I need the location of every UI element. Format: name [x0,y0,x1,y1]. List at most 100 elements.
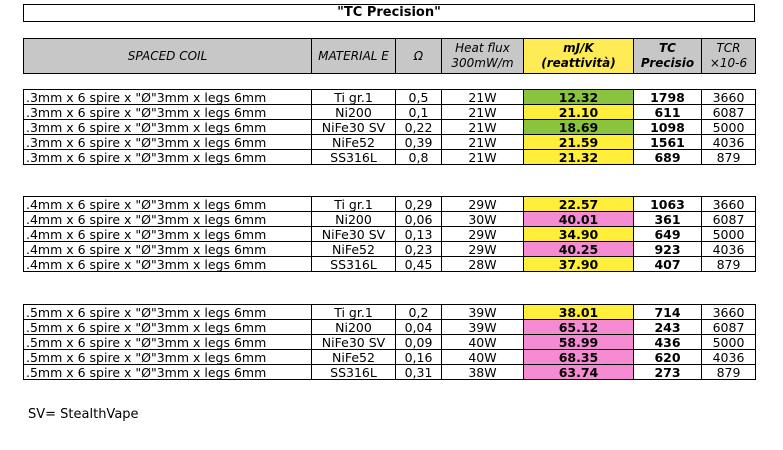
material-cell: NiFe30 SV [311,226,396,242]
tc-precision-cell: 1561 [633,134,702,150]
ohm-cell: 0,31 [395,364,442,380]
mjk-cell: 40.01 [523,211,634,227]
tc-precision-cell: 1798 [633,89,702,105]
heat-flux-cell: 21W [441,89,524,105]
tc-precision-cell: 923 [633,241,702,257]
material-cell: Ti gr.1 [311,89,396,105]
ohm-cell: 0,5 [395,89,442,105]
material-cell: NiFe52 [311,134,396,150]
coil-cell: .5mm x 6 spire x "Ø"3mm x legs 6mm [23,364,312,380]
ohm-cell: 0,09 [395,334,442,350]
heat-flux-cell: 21W [441,149,524,165]
heat-flux-cell: 21W [441,119,524,135]
mjk-cell: 22.57 [523,196,634,212]
ohm-cell: 0,1 [395,104,442,120]
ohm-cell: 0,06 [395,211,442,227]
header-spaced-coil: SPACED COIL [23,38,312,74]
table-row: .3mm x 6 spire x "Ø"3mm x legs 6mm SS316L… [23,149,756,165]
header-heat-flux: Heat flux 300mW/m [441,38,524,74]
table-row: .4mm x 6 spire x "Ø"3mm x legs 6mm SS316L… [23,256,756,272]
mjk-cell: 21.10 [523,104,634,120]
mjk-cell: 68.35 [523,349,634,365]
sheet-title: "TC Precision" [23,4,755,22]
heat-flux-cell: 39W [441,304,524,320]
tcr-cell: 5000 [701,334,756,350]
ohm-cell: 0,45 [395,256,442,272]
coil-cell: .5mm x 6 spire x "Ø"3mm x legs 6mm [23,349,312,365]
ohm-cell: 0,29 [395,196,442,212]
material-cell: Ni200 [311,319,396,335]
tcr-cell: 5000 [701,226,756,242]
table-row: .4mm x 6 spire x "Ø"3mm x legs 6mm NiFe52… [23,241,756,257]
ohm-cell: 0,16 [395,349,442,365]
coil-cell: .3mm x 6 spire x "Ø"3mm x legs 6mm [23,104,312,120]
table-row: .5mm x 6 spire x "Ø"3mm x legs 6mm SS316L… [23,364,756,380]
heat-flux-cell: 38W [441,364,524,380]
tcr-cell: 5000 [701,119,756,135]
group-table: .4mm x 6 spire x "Ø"3mm x legs 6mm Ti gr.… [23,196,756,272]
ohm-cell: 0,39 [395,134,442,150]
table-row: .5mm x 6 spire x "Ø"3mm x legs 6mm NiFe30… [23,334,756,350]
group-table: .5mm x 6 spire x "Ø"3mm x legs 6mm Ti gr.… [23,304,756,380]
tc-precision-cell: 689 [633,149,702,165]
ohm-cell: 0,8 [395,149,442,165]
tcr-cell: 3660 [701,304,756,320]
material-cell: NiFe30 SV [311,119,396,135]
heat-flux-cell: 39W [441,319,524,335]
coil-cell: .4mm x 6 spire x "Ø"3mm x legs 6mm [23,241,312,257]
tcr-cell: 879 [701,256,756,272]
coil-cell: .5mm x 6 spire x "Ø"3mm x legs 6mm [23,304,312,320]
table-row: .5mm x 6 spire x "Ø"3mm x legs 6mm Ni200 0… [23,319,756,335]
coil-cell: .3mm x 6 spire x "Ø"3mm x legs 6mm [23,119,312,135]
mjk-cell: 34.90 [523,226,634,242]
heat-flux-cell: 30W [441,211,524,227]
table-row: .5mm x 6 spire x "Ø"3mm x legs 6mm NiFe52… [23,349,756,365]
tc-precision-cell: 1063 [633,196,702,212]
header-table: SPACED COIL MATERIAL E Ω Heat flux 300mW… [23,38,756,74]
tcr-cell: 6087 [701,211,756,227]
ohm-cell: 0,22 [395,119,442,135]
tcr-cell: 3660 [701,89,756,105]
tc-precision-cell: 649 [633,226,702,242]
ohm-cell: 0,2 [395,304,442,320]
table-row: .3mm x 6 spire x "Ø"3mm x legs 6mm NiFe30… [23,119,756,135]
material-cell: NiFe52 [311,349,396,365]
mjk-cell: 63.74 [523,364,634,380]
header-ohm: Ω [395,38,442,74]
tc-precision-cell: 620 [633,349,702,365]
coil-cell: .4mm x 6 spire x "Ø"3mm x legs 6mm [23,211,312,227]
mjk-cell: 65.12 [523,319,634,335]
table-row: .5mm x 6 spire x "Ø"3mm x legs 6mm Ti gr.… [23,304,756,320]
tc-precision-cell: 273 [633,364,702,380]
material-cell: NiFe30 SV [311,334,396,350]
coil-cell: .3mm x 6 spire x "Ø"3mm x legs 6mm [23,134,312,150]
tc-precision-cell: 361 [633,211,702,227]
tc-precision-cell: 714 [633,304,702,320]
tc-precision-cell: 407 [633,256,702,272]
tcr-cell: 4036 [701,241,756,257]
tc-precision-cell: 1098 [633,119,702,135]
heat-flux-cell: 29W [441,196,524,212]
heat-flux-cell: 40W [441,334,524,350]
header-mjk: mJ/K (reattività) [523,38,634,74]
group-table: .3mm x 6 spire x "Ø"3mm x legs 6mm Ti gr.… [23,89,756,165]
heat-flux-cell: 40W [441,349,524,365]
coil-cell: .4mm x 6 spire x "Ø"3mm x legs 6mm [23,256,312,272]
ohm-cell: 0,13 [395,226,442,242]
heat-flux-cell: 21W [441,134,524,150]
material-cell: SS316L [311,256,396,272]
mjk-cell: 37.90 [523,256,634,272]
tcr-cell: 879 [701,149,756,165]
tcr-cell: 879 [701,364,756,380]
mjk-cell: 40.25 [523,241,634,257]
material-cell: NiFe52 [311,241,396,257]
mjk-cell: 38.01 [523,304,634,320]
header-tcr: TCR ×10-6 [701,38,756,74]
heat-flux-cell: 28W [441,256,524,272]
table-row: .4mm x 6 spire x "Ø"3mm x legs 6mm NiFe30… [23,226,756,242]
tcr-cell: 6087 [701,104,756,120]
coil-cell: .3mm x 6 spire x "Ø"3mm x legs 6mm [23,89,312,105]
tcr-cell: 4036 [701,134,756,150]
table-row: .4mm x 6 spire x "Ø"3mm x legs 6mm Ni200 0… [23,211,756,227]
table-row: .3mm x 6 spire x "Ø"3mm x legs 6mm NiFe52… [23,134,756,150]
